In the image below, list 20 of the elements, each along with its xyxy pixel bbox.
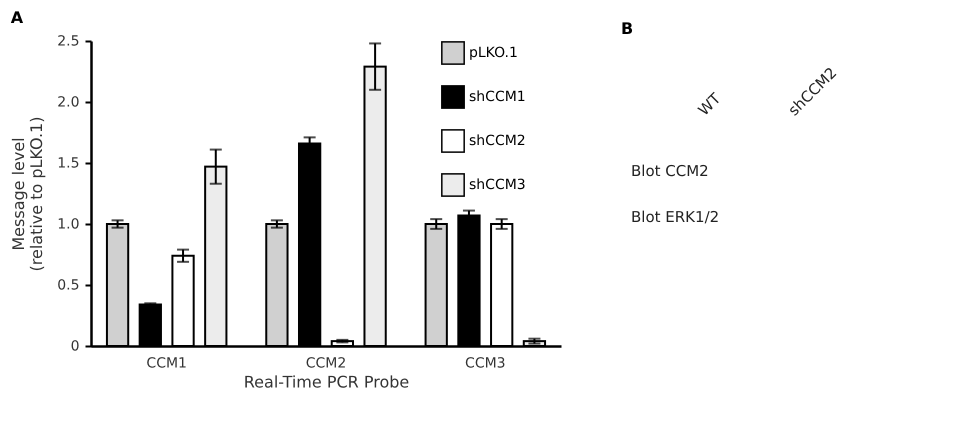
y-axis-title: Message level (relative to pLKO.1) (9, 116, 46, 272)
y-tick-label: 2.5 (57, 34, 80, 50)
y-tick-label: 0 (70, 338, 80, 354)
x-tick-label: CCM3 (465, 356, 506, 372)
legend-label: shCCM3 (469, 177, 526, 193)
text: WT (694, 89, 725, 120)
legend-label: shCCM1 (469, 89, 526, 105)
chart-title: A (10, 8, 24, 27)
y-tick-label: 2.0 (57, 94, 80, 110)
y-tick-label: 1.5 (57, 156, 80, 172)
y-tick-label: 0.5 (57, 278, 80, 294)
legend-label: pLKO.1 (469, 45, 518, 61)
y-tick-label: 1.0 (57, 216, 80, 232)
x-tick-label: CCM1 (146, 356, 187, 372)
text: Blot CCM2 (631, 162, 709, 180)
text: Blot ERK1/2 (631, 208, 720, 226)
x-tick-label: CCM2 (306, 356, 346, 372)
text: B (621, 19, 634, 38)
legend-label: shCCM2 (469, 133, 526, 149)
x-axis-title: Real-Time PCR Probe (244, 372, 410, 392)
